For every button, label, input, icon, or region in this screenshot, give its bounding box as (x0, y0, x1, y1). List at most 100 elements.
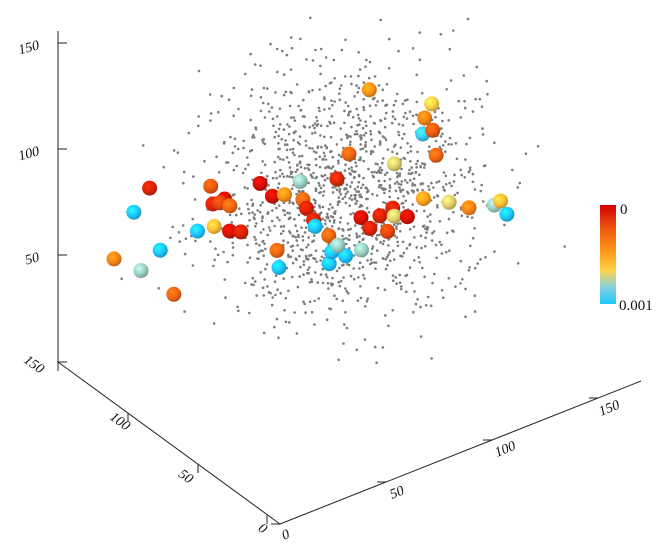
background-point (403, 132, 406, 136)
background-point (328, 219, 332, 223)
background-point (285, 156, 289, 159)
background-point (432, 230, 436, 233)
background-point (388, 186, 392, 189)
background-point (251, 276, 255, 280)
background-point (353, 133, 357, 136)
background-point (258, 210, 262, 214)
background-point (250, 198, 253, 202)
background-point (563, 245, 567, 248)
background-point (452, 29, 455, 32)
background-point (415, 113, 418, 117)
background-point (326, 282, 330, 285)
background-point (443, 140, 447, 143)
background-point (404, 111, 407, 115)
background-point (355, 232, 358, 235)
background-point (349, 194, 353, 197)
background-point (426, 228, 429, 231)
background-point (333, 294, 336, 298)
background-point (264, 267, 267, 271)
background-point (373, 261, 376, 264)
background-point (412, 177, 416, 180)
background-point (382, 239, 386, 243)
background-point (246, 224, 249, 228)
background-point (343, 109, 346, 113)
background-point (259, 64, 262, 67)
background-point (342, 263, 345, 267)
background-point (383, 117, 387, 120)
background-point (214, 247, 217, 250)
background-point (429, 304, 433, 308)
background-point (369, 115, 372, 118)
background-point (448, 47, 452, 51)
background-point (427, 185, 430, 188)
background-point (373, 122, 377, 125)
background-point (291, 151, 295, 155)
background-point (404, 199, 408, 203)
background-point (319, 273, 323, 276)
z-tick-label: 150 (17, 38, 41, 58)
background-point (267, 291, 271, 294)
background-point (338, 87, 342, 90)
background-point (249, 118, 252, 122)
background-point (381, 99, 385, 102)
background-point (430, 357, 433, 360)
data-sphere (292, 173, 308, 189)
background-point (298, 135, 302, 138)
background-point (417, 255, 421, 259)
background-point (241, 171, 245, 175)
background-point (316, 146, 320, 150)
background-point (322, 151, 326, 155)
background-point (350, 125, 353, 129)
background-point (263, 242, 266, 246)
background-point (311, 147, 314, 150)
background-point (352, 254, 356, 257)
background-point (277, 134, 280, 138)
background-point (379, 119, 382, 122)
background-point (391, 309, 395, 312)
background-point (346, 222, 350, 225)
background-point (440, 252, 444, 255)
background-point (259, 271, 263, 274)
background-point (516, 262, 520, 265)
background-point (256, 257, 259, 260)
background-point (318, 184, 321, 187)
background-point (397, 130, 400, 134)
background-point (356, 123, 359, 127)
background-point (261, 101, 265, 105)
background-point (341, 299, 345, 303)
background-point (295, 229, 299, 233)
background-point (296, 168, 299, 171)
data-sphere (425, 122, 441, 138)
background-point (270, 303, 274, 307)
z-tick-label: 50 (24, 250, 41, 268)
background-point (337, 162, 340, 165)
background-point (435, 204, 439, 207)
background-point (359, 119, 362, 122)
background-point (339, 127, 343, 130)
background-point (463, 176, 467, 179)
background-point (493, 250, 496, 253)
background-point (373, 96, 376, 100)
background-point (299, 165, 303, 169)
colorbar-bar (600, 205, 616, 304)
background-point (361, 147, 365, 150)
background-point (294, 130, 297, 133)
background-point (300, 226, 303, 229)
background-point (349, 227, 353, 231)
background-point (345, 133, 348, 136)
background-point (291, 249, 295, 252)
background-point (296, 244, 300, 247)
background-point (330, 115, 334, 118)
background-point (288, 104, 292, 108)
background-point (369, 129, 372, 133)
background-point (252, 283, 255, 287)
background-point (357, 190, 361, 193)
background-point (343, 323, 346, 326)
background-point (297, 104, 300, 108)
background-point (361, 232, 365, 235)
background-point (182, 170, 186, 174)
background-point (395, 152, 399, 155)
background-point (261, 249, 264, 252)
background-point (370, 171, 374, 174)
background-point (304, 311, 307, 314)
